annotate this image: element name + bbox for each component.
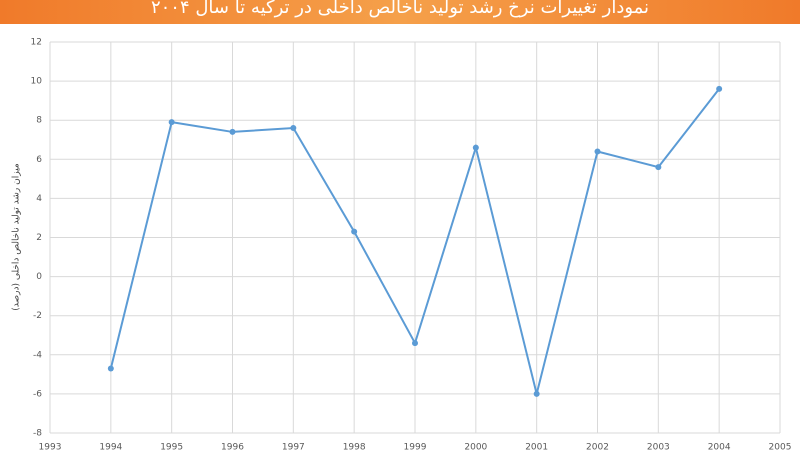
y-tick-label: -4 — [33, 350, 42, 360]
x-tick-label: 2005 — [769, 443, 792, 453]
x-tick-label: 1994 — [99, 443, 122, 453]
point — [594, 148, 601, 155]
point — [290, 125, 297, 132]
point — [351, 228, 358, 235]
x-tick-label: 1999 — [404, 443, 427, 453]
x-tick-label: 1997 — [282, 443, 305, 453]
x-tick-label: 1996 — [221, 443, 244, 453]
point — [716, 85, 723, 92]
x-tick-label: 2004 — [708, 443, 731, 453]
x-tick-label: 2000 — [464, 443, 487, 453]
x-tick-label: 2002 — [586, 443, 609, 453]
point — [412, 340, 418, 347]
x-tick-label: 2001 — [525, 443, 548, 453]
y-tick-label: 2 — [36, 233, 42, 243]
point — [533, 390, 540, 397]
y-tick-label: -8 — [33, 429, 42, 439]
chart-title: نمودار تغییرات نرخ رشد تولید ناخالص داخل… — [151, 0, 649, 18]
point — [229, 128, 236, 135]
y-axis-label: میزان رشد تولید ناخالص داخلی (درصد) — [12, 163, 22, 311]
point — [168, 119, 175, 126]
x-tick-label: 1995 — [160, 443, 183, 453]
y-tick-label: -6 — [33, 389, 42, 399]
x-tick-label: 1993 — [39, 443, 62, 453]
y-tick-label: 0 — [36, 272, 42, 282]
x-tick-label: 1998 — [343, 443, 366, 453]
y-tick-label: 6 — [36, 155, 42, 165]
point — [107, 365, 114, 372]
y-tick-label: 12 — [31, 38, 42, 48]
point — [472, 144, 479, 151]
y-tick-label: 10 — [31, 77, 43, 87]
y-tick-label: 8 — [36, 116, 42, 126]
y-tick-label: -2 — [33, 311, 42, 321]
point — [655, 164, 662, 171]
header-bar — [0, 0, 800, 24]
x-tick-label: 2003 — [647, 443, 670, 453]
y-tick-label: 4 — [36, 194, 42, 204]
